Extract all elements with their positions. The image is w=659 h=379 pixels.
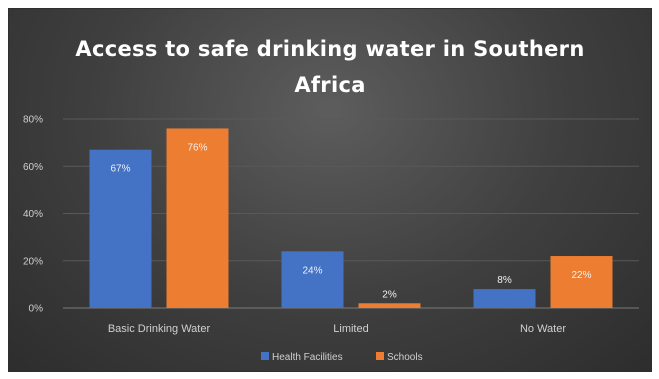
- chart-title: Access to safe drinking water in Souther…: [75, 37, 585, 97]
- y-tick-label: 80%: [23, 115, 43, 126]
- data-label: 8%: [497, 275, 512, 286]
- category-label: Basic Drinking Water: [108, 323, 211, 335]
- bar-schools: [166, 128, 229, 308]
- bar-health-facilities: [473, 289, 536, 308]
- legend-swatch: [376, 352, 384, 360]
- bar-schools: [358, 303, 421, 308]
- data-label: 67%: [110, 164, 130, 175]
- y-tick-label: 60%: [23, 162, 43, 173]
- bar-health-facilities: [89, 149, 152, 308]
- data-label: 24%: [302, 265, 322, 276]
- bar-chart: 0% 20% 40% 60% 80% 67% 76% Basic Drinking Water…: [23, 115, 639, 363]
- y-tick-label: 40%: [23, 209, 43, 220]
- data-label: 2%: [382, 289, 397, 300]
- bar-schools: [550, 256, 613, 308]
- bar-health-facilities: [281, 251, 344, 308]
- legend-label: Schools: [387, 352, 423, 363]
- data-label: 22%: [571, 270, 591, 281]
- legend-label: Health Facilities: [272, 352, 343, 363]
- legend-swatch: [261, 352, 269, 360]
- data-label: 76%: [187, 142, 207, 153]
- chart-container: Access to safe drinking water in Souther…: [8, 8, 652, 372]
- y-tick-label: 20%: [23, 256, 43, 267]
- category-label: Limited: [333, 323, 368, 335]
- y-tick-label: 0%: [29, 304, 44, 315]
- category-label: No Water: [520, 323, 566, 335]
